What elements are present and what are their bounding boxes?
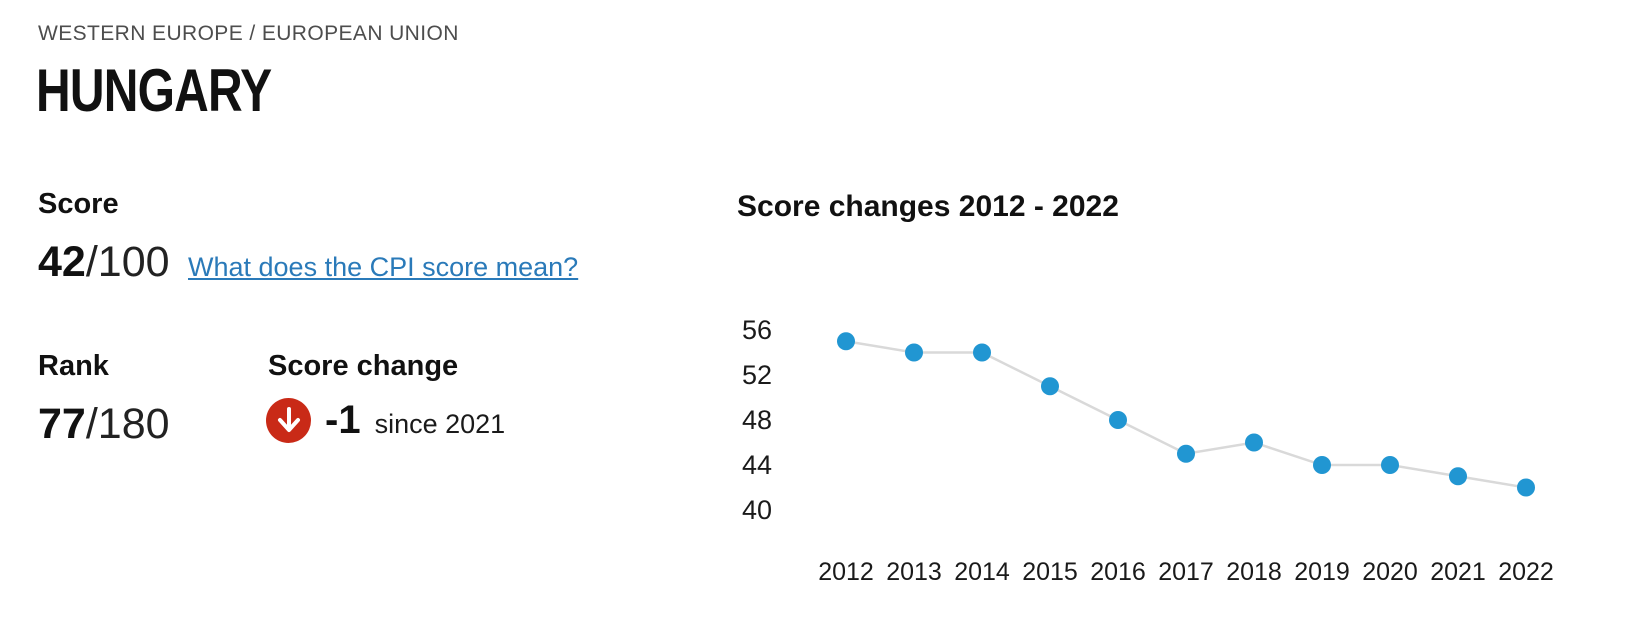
y-axis-tick-label: 44 [742, 450, 772, 480]
data-point-2012[interactable] [837, 332, 855, 351]
data-point-2021[interactable] [1449, 467, 1467, 486]
x-axis-tick-label: 2020 [1362, 558, 1418, 586]
score-line-chart: 56 52 48 44 40 2012 2013 2014 2015 2016 2017 2018 20… [742, 315, 1554, 586]
chart-title: Score changes 2012 - 2022 [737, 190, 1119, 223]
rank-label: Rank [38, 350, 109, 382]
rank-number: 77 [38, 400, 86, 448]
data-point-2017[interactable] [1177, 444, 1195, 463]
data-point-2014[interactable] [973, 343, 991, 362]
score-number: 42 [38, 238, 86, 286]
score-change-row: -1 since 2021 [266, 398, 505, 443]
data-point-2019[interactable] [1313, 456, 1331, 474]
x-axis-tick-label: 2015 [1022, 558, 1078, 586]
data-point-2018[interactable] [1245, 433, 1263, 452]
data-point-2013[interactable] [905, 343, 923, 362]
x-axis-tick-label: 2014 [954, 558, 1010, 586]
x-axis-tick-label: 2019 [1294, 558, 1350, 586]
score-value: 42/100 [38, 238, 170, 287]
rank-max: /180 [85, 400, 170, 448]
y-axis-tick-label: 48 [742, 405, 772, 435]
x-axis-tick-label: 2012 [818, 558, 874, 586]
score-change-suffix: since 2021 [374, 409, 506, 439]
x-axis-tick-label: 2021 [1430, 558, 1486, 586]
x-axis-tick-label: 2016 [1090, 558, 1146, 586]
y-axis-tick-label: 56 [742, 315, 772, 345]
score-label: Score [38, 188, 119, 220]
x-axis-tick-label: 2013 [886, 558, 942, 586]
data-point-2016[interactable] [1109, 411, 1127, 429]
page-title: HUNGARY [36, 57, 272, 124]
data-point-2015[interactable] [1041, 377, 1059, 396]
data-point-2022[interactable] [1517, 478, 1535, 497]
data-point-2020[interactable] [1381, 456, 1399, 474]
score-change-value: -1 [325, 398, 361, 442]
arrow-down-circle-icon [266, 398, 311, 443]
y-axis-tick-label: 52 [742, 360, 772, 390]
y-axis-tick-label: 40 [742, 495, 772, 525]
breadcrumb[interactable]: WESTERN EUROPE / EUROPEAN UNION [38, 22, 459, 45]
cpi-score-info-link[interactable]: What does the CPI score mean? [188, 252, 579, 282]
rank-value: 77/180 [38, 400, 170, 449]
x-axis-tick-label: 2017 [1158, 558, 1214, 586]
score-trend-line [845, 340, 1527, 489]
x-axis-tick-label: 2018 [1226, 558, 1282, 586]
x-axis-tick-label: 2022 [1498, 558, 1554, 586]
score-change-label: Score change [268, 350, 459, 382]
score-max: /100 [85, 238, 170, 286]
